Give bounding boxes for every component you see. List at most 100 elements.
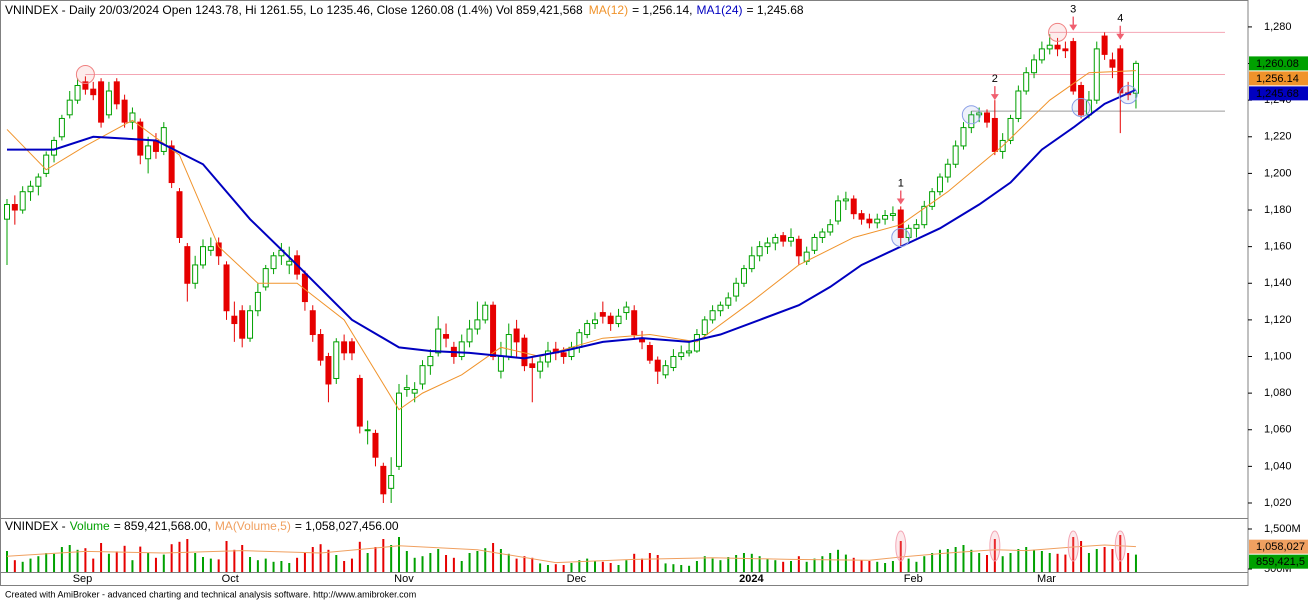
candle-body <box>764 242 771 248</box>
volume-bar <box>429 553 432 572</box>
legend-value: = 1,245.68 <box>746 3 803 17</box>
candle-body <box>474 319 481 330</box>
value-badge <box>1249 71 1308 86</box>
volume-bar <box>758 556 761 572</box>
candle-body <box>482 304 489 321</box>
volume-bar <box>1040 551 1043 572</box>
volume-bar <box>264 558 267 572</box>
candle-body <box>1101 35 1108 55</box>
candle-body <box>341 341 348 354</box>
volume-bar <box>609 563 612 572</box>
candle-body <box>866 218 873 224</box>
x-tick-label: Feb <box>904 573 923 585</box>
candle-body <box>584 323 591 336</box>
volume-bar <box>21 561 24 572</box>
candle-body <box>270 255 277 270</box>
candle-body <box>646 345 653 361</box>
volume-bar <box>852 557 855 572</box>
volume-bar <box>37 556 40 572</box>
candle-body <box>380 465 387 495</box>
volume-bar <box>554 564 557 572</box>
candle-body <box>1109 59 1116 68</box>
candle-body <box>592 319 598 325</box>
volume-bar <box>1064 554 1067 572</box>
candle-body <box>231 315 238 325</box>
candle-body <box>168 145 175 184</box>
volume-bar <box>954 547 957 572</box>
candle-body <box>1007 117 1014 141</box>
y-tick-label: 1,160 <box>1264 241 1292 253</box>
candle-body <box>819 231 826 238</box>
volume-bar <box>821 556 824 572</box>
volume-bar <box>766 558 769 572</box>
volume-bar <box>335 555 338 572</box>
candle-body <box>1015 90 1022 119</box>
volume-bar <box>601 561 604 572</box>
annotation-label: 3 <box>1070 3 1076 15</box>
candle-body <box>317 334 324 361</box>
volume-bar <box>703 556 706 572</box>
candle-body <box>364 429 371 432</box>
volume-highlight <box>895 530 907 562</box>
volume-bar <box>280 561 283 572</box>
volume-bar <box>405 551 408 572</box>
candle-body <box>827 224 834 233</box>
volume-bar <box>1127 553 1130 572</box>
x-tick-label: Nov <box>394 573 414 585</box>
candle-body <box>145 145 152 160</box>
y-tick-label: 1,180 <box>1264 204 1292 216</box>
volume-bar <box>891 561 894 572</box>
volume-bar <box>938 549 941 572</box>
legend-value: = 1,256.14, <box>632 3 692 17</box>
volume-bar <box>398 537 400 572</box>
volume-bar <box>868 561 871 572</box>
volume-highlight <box>1114 530 1126 562</box>
candle-body <box>223 264 230 312</box>
volume-bar <box>1072 537 1075 572</box>
annotation-label: 4 <box>1117 13 1123 25</box>
candle-body <box>780 235 787 242</box>
annotation-arrowhead <box>1069 24 1078 31</box>
volume-bar <box>986 555 988 572</box>
annotation-label: 1 <box>898 177 904 189</box>
candle-body <box>662 365 669 376</box>
volume-bar <box>484 548 487 572</box>
volume-bar <box>437 549 440 572</box>
candle-body <box>1070 41 1077 92</box>
volume-bar <box>648 553 651 572</box>
candle-body <box>756 246 763 257</box>
candle-body <box>458 341 465 358</box>
volume-bar <box>311 547 314 572</box>
candle-body <box>497 356 504 372</box>
candle-body <box>944 163 951 178</box>
candle-body <box>936 176 943 193</box>
volume-bar <box>633 553 636 572</box>
candle-body <box>991 117 998 152</box>
volume-bar <box>499 549 502 572</box>
candle-body <box>4 204 10 220</box>
x-tick-label: Dec <box>567 573 587 585</box>
volume-bar <box>445 555 448 572</box>
volume-bar <box>256 560 259 572</box>
candle-body <box>105 90 112 116</box>
volume-bar <box>147 553 150 572</box>
candle-body <box>960 127 967 147</box>
candle-body <box>11 204 18 211</box>
candle-body <box>239 310 246 339</box>
y-tick-label: 1,080 <box>1264 387 1292 399</box>
value-badge-label: 1,058,027 <box>1256 541 1305 553</box>
volume-bar <box>13 560 16 572</box>
volume-bar <box>797 556 800 572</box>
x-tick-label: Sep <box>73 573 93 585</box>
volume-bar <box>319 544 322 572</box>
volume-bar <box>6 551 8 572</box>
volume-bar <box>711 558 714 572</box>
candle-body <box>897 209 904 238</box>
volume-bar <box>29 558 32 572</box>
candle-body <box>984 112 990 123</box>
volume-bar <box>1001 556 1004 572</box>
candle-body <box>74 85 81 101</box>
x-tick-label: Oct <box>222 573 239 585</box>
candle-body <box>623 306 630 314</box>
